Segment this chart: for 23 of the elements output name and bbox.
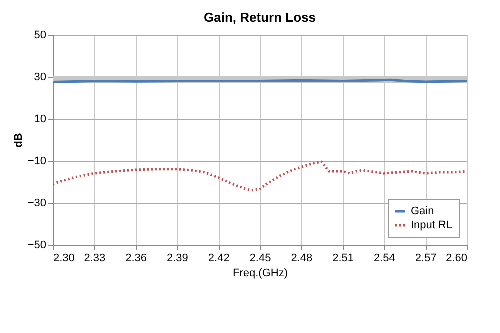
- line-series: [53, 160, 467, 192]
- x-tick-label: 2.39: [166, 252, 188, 264]
- x-tick-label: 2.51: [332, 252, 354, 264]
- y-tick-label: 50: [34, 30, 46, 42]
- x-tick-label: 2.42: [208, 252, 230, 264]
- legend-label: Gain: [411, 206, 434, 218]
- x-tick-label: 2.57: [415, 252, 437, 264]
- x-tick-label: 2.45: [250, 252, 272, 264]
- x-tick-label: 2.54: [374, 252, 396, 264]
- x-tick-label: 2.30: [54, 252, 75, 264]
- x-tick-label: 2.60: [446, 252, 468, 264]
- x-tick-label: 2.33: [84, 252, 106, 264]
- y-tick-label: 10: [34, 114, 46, 126]
- x-tick-label: 2.48: [291, 252, 313, 264]
- y-tick-label: −10: [28, 156, 46, 168]
- legend-label: Input RL: [411, 220, 453, 232]
- x-tick-label: 2.36: [126, 252, 148, 264]
- y-tick-label: −50: [28, 240, 46, 252]
- y-axis-title: dB: [12, 133, 25, 148]
- x-axis-title: Freq.(GHz): [233, 268, 288, 280]
- y-tick-label: 30: [34, 72, 46, 84]
- y-tick-label: −30: [28, 198, 46, 210]
- chart-title: Gain, Return Loss: [204, 10, 316, 25]
